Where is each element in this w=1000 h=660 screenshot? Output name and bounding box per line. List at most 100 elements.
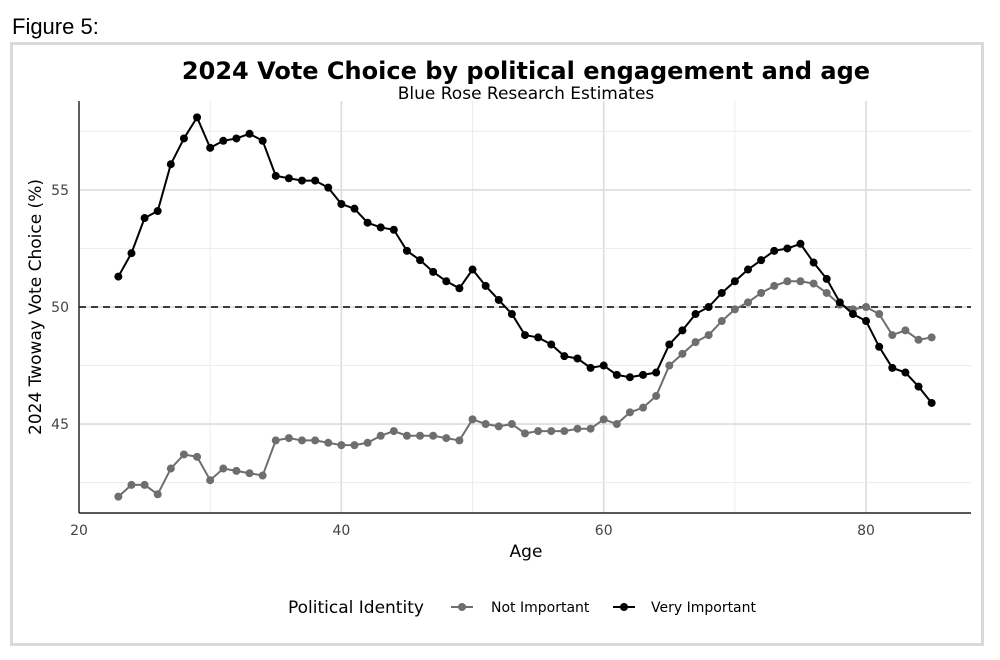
data-point-very-important xyxy=(822,274,831,283)
data-point-not-important xyxy=(586,424,595,433)
data-point-very-important xyxy=(166,160,175,169)
data-point-not-important xyxy=(153,490,162,499)
data-point-not-important xyxy=(783,277,792,286)
data-point-not-important xyxy=(127,480,136,489)
x-axis-title: Age xyxy=(510,542,543,562)
data-point-very-important xyxy=(573,354,582,363)
chart-subtitle: Blue Rose Research Estimates xyxy=(398,84,655,104)
data-point-very-important xyxy=(350,204,359,213)
data-point-very-important xyxy=(875,342,884,351)
data-point-not-important xyxy=(599,415,608,424)
legend-title: Political Identity xyxy=(288,598,424,618)
series-line-not-important xyxy=(117,280,932,498)
data-point-not-important xyxy=(757,288,766,297)
data-point-very-important xyxy=(665,340,674,349)
y-axis-title: 2024 Twoway Vote Choice (%) xyxy=(26,179,46,435)
data-point-not-important xyxy=(350,441,359,450)
data-point-very-important xyxy=(914,382,923,391)
data-point-not-important xyxy=(770,281,779,290)
data-point-not-important xyxy=(521,429,529,438)
data-point-very-important xyxy=(416,256,425,265)
data-point-very-important xyxy=(271,171,280,180)
data-point-not-important xyxy=(402,431,411,440)
data-point-very-important xyxy=(678,326,687,335)
x-tick-label: 20 xyxy=(70,523,88,539)
data-point-very-important xyxy=(625,373,634,382)
data-point-not-important xyxy=(665,361,674,370)
data-point-not-important xyxy=(809,279,818,288)
data-point-very-important xyxy=(206,143,215,152)
data-point-not-important xyxy=(678,349,687,358)
data-point-not-important xyxy=(271,436,280,445)
line-chart: 2024 Vote Choice by political engagement… xyxy=(26,57,971,618)
data-point-very-important xyxy=(757,256,766,265)
legend: Political Identity Not Important Very Im… xyxy=(288,598,757,618)
data-point-not-important xyxy=(901,326,910,335)
data-point-not-important xyxy=(429,431,438,440)
data-point-very-important xyxy=(560,352,569,361)
x-tick-label: 60 xyxy=(595,523,613,539)
data-point-not-important xyxy=(639,403,648,412)
data-point-not-important xyxy=(730,305,739,314)
data-point-not-important xyxy=(494,422,503,431)
tick-labels: 20 40 60 80 45 50 55 xyxy=(51,183,875,539)
data-point-not-important xyxy=(560,427,569,436)
data-point-very-important xyxy=(835,298,844,307)
legend-label-not-important: Not Important xyxy=(491,600,590,616)
data-point-very-important xyxy=(547,340,556,349)
data-point-not-important xyxy=(114,492,123,501)
data-point-very-important xyxy=(534,333,543,342)
data-point-not-important xyxy=(258,471,267,480)
data-point-very-important xyxy=(219,136,228,145)
data-point-very-important xyxy=(376,223,385,232)
series-line-very-important xyxy=(117,115,933,404)
data-point-very-important xyxy=(652,368,661,377)
data-point-very-important xyxy=(153,207,162,216)
data-point-very-important xyxy=(179,134,188,143)
data-point-very-important xyxy=(429,267,438,276)
data-point-not-important xyxy=(298,436,306,445)
data-point-not-important xyxy=(625,408,634,417)
data-point-not-important xyxy=(652,391,661,400)
data-point-very-important xyxy=(717,288,726,297)
data-point-very-important xyxy=(245,129,254,138)
data-point-not-important xyxy=(822,288,831,297)
data-point-very-important xyxy=(927,398,936,407)
data-point-very-important xyxy=(455,284,464,293)
data-point-not-important xyxy=(219,464,228,473)
data-point-not-important xyxy=(704,331,713,340)
data-point-not-important xyxy=(363,438,372,447)
series-layer xyxy=(114,113,936,501)
figure-label: Figure 5: xyxy=(12,14,99,39)
data-point-very-important xyxy=(796,239,805,248)
data-point-very-important xyxy=(586,363,595,372)
data-point-not-important xyxy=(875,310,884,319)
data-point-very-important xyxy=(612,370,621,379)
data-point-very-important xyxy=(481,281,490,290)
data-point-very-important xyxy=(127,249,136,258)
chart-title: 2024 Vote Choice by political engagement… xyxy=(182,57,870,85)
data-point-not-important xyxy=(862,303,871,311)
data-point-very-important xyxy=(140,214,149,223)
data-point-very-important xyxy=(888,363,897,372)
data-point-very-important xyxy=(494,295,503,304)
data-point-not-important xyxy=(612,420,621,429)
data-point-not-important xyxy=(442,434,451,443)
data-point-very-important xyxy=(809,258,818,267)
data-point-not-important xyxy=(416,431,425,440)
data-point-not-important xyxy=(717,317,726,326)
data-point-very-important xyxy=(232,134,241,143)
data-point-not-important xyxy=(744,298,752,307)
data-point-very-important xyxy=(901,368,910,377)
data-point-very-important xyxy=(704,303,713,311)
data-point-not-important xyxy=(888,331,897,340)
data-point-not-important xyxy=(796,277,805,286)
data-point-not-important xyxy=(389,427,398,436)
data-point-very-important xyxy=(442,277,451,286)
data-point-very-important xyxy=(311,176,320,185)
data-point-very-important xyxy=(744,265,752,274)
x-tick-label: 40 xyxy=(332,523,350,539)
data-point-not-important xyxy=(337,441,346,450)
data-point-not-important xyxy=(311,436,320,445)
data-point-not-important xyxy=(481,420,490,429)
